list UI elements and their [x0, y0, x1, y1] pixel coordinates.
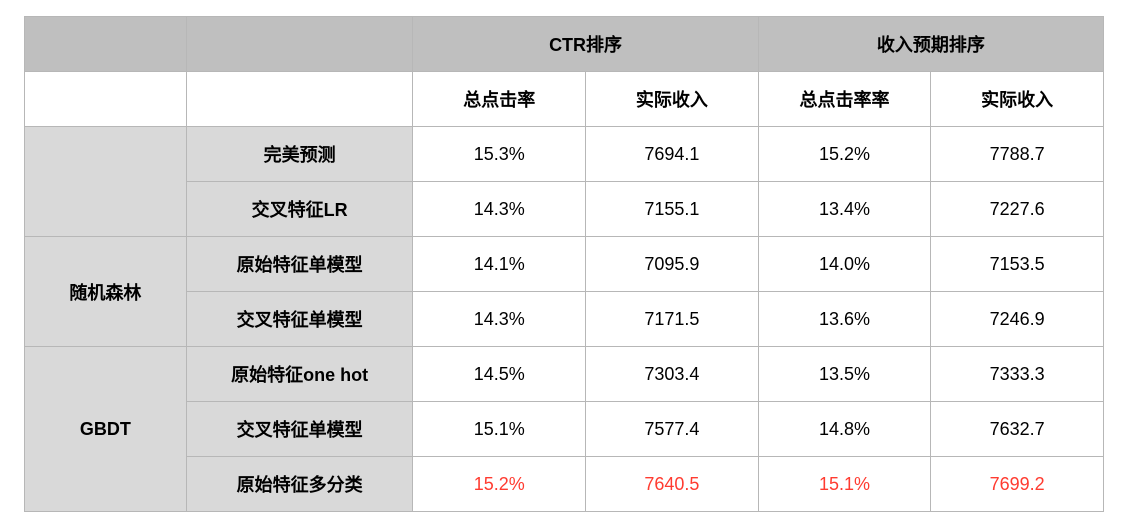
header-row-1: CTR排序 收入预期排序 [25, 17, 1104, 72]
group-gbdt: GBDT [25, 347, 187, 512]
cell-rev-rate: 14.0% [758, 237, 931, 292]
cell-ctr-rate: 15.2% [413, 457, 586, 512]
cell-ctr-income: 7577.4 [586, 402, 759, 457]
table-row: GBDT 原始特征one hot 14.5% 7303.4 13.5% 7333… [25, 347, 1104, 402]
cell-rev-income: 7246.9 [931, 292, 1104, 347]
subheader-blank-2 [186, 72, 413, 127]
cell-rev-rate: 13.6% [758, 292, 931, 347]
table-row: 交叉特征单模型 15.1% 7577.4 14.8% 7632.7 [25, 402, 1104, 457]
header-revenue-sort: 收入预期排序 [758, 17, 1103, 72]
cell-rev-income: 7632.7 [931, 402, 1104, 457]
cell-ctr-rate: 15.3% [413, 127, 586, 182]
cell-rev-income: 7333.3 [931, 347, 1104, 402]
cell-rev-income: 7153.5 [931, 237, 1104, 292]
row-label: 交叉特征单模型 [186, 292, 413, 347]
cell-rev-income: 7227.6 [931, 182, 1104, 237]
row-label: 完美预测 [186, 127, 413, 182]
cell-ctr-rate: 15.1% [413, 402, 586, 457]
cell-ctr-income: 7694.1 [586, 127, 759, 182]
row-label: 原始特征多分类 [186, 457, 413, 512]
subheader-blank-1 [25, 72, 187, 127]
cell-ctr-income: 7095.9 [586, 237, 759, 292]
row-label: 交叉特征单模型 [186, 402, 413, 457]
group-random-forest: 随机森林 [25, 237, 187, 347]
cell-ctr-income: 7155.1 [586, 182, 759, 237]
group-blank [25, 127, 187, 237]
header-ctr-sort: CTR排序 [413, 17, 758, 72]
row-label: 原始特征one hot [186, 347, 413, 402]
table-row: 原始特征多分类 15.2% 7640.5 15.1% 7699.2 [25, 457, 1104, 512]
cell-ctr-income: 7640.5 [586, 457, 759, 512]
cell-rev-rate: 15.1% [758, 457, 931, 512]
cell-rev-rate: 13.4% [758, 182, 931, 237]
cell-ctr-rate: 14.3% [413, 292, 586, 347]
comparison-table: CTR排序 收入预期排序 总点击率 实际收入 总点击率率 实际收入 完美预测 1… [24, 16, 1104, 512]
cell-ctr-income: 7171.5 [586, 292, 759, 347]
table-row: 交叉特征单模型 14.3% 7171.5 13.6% 7246.9 [25, 292, 1104, 347]
cell-ctr-rate: 14.3% [413, 182, 586, 237]
cell-rev-rate: 15.2% [758, 127, 931, 182]
cell-rev-rate: 14.8% [758, 402, 931, 457]
cell-ctr-rate: 14.1% [413, 237, 586, 292]
header-blank-1 [25, 17, 187, 72]
subheader-rev-income: 实际收入 [931, 72, 1104, 127]
subheader-rev-rate: 总点击率率 [758, 72, 931, 127]
row-label: 原始特征单模型 [186, 237, 413, 292]
cell-rev-income: 7699.2 [931, 457, 1104, 512]
cell-rev-rate: 13.5% [758, 347, 931, 402]
cell-rev-income: 7788.7 [931, 127, 1104, 182]
table-row: 随机森林 原始特征单模型 14.1% 7095.9 14.0% 7153.5 [25, 237, 1104, 292]
row-label: 交叉特征LR [186, 182, 413, 237]
subheader-ctr-income: 实际收入 [586, 72, 759, 127]
header-row-2: 总点击率 实际收入 总点击率率 实际收入 [25, 72, 1104, 127]
subheader-ctr-rate: 总点击率 [413, 72, 586, 127]
cell-ctr-income: 7303.4 [586, 347, 759, 402]
table-row: 交叉特征LR 14.3% 7155.1 13.4% 7227.6 [25, 182, 1104, 237]
cell-ctr-rate: 14.5% [413, 347, 586, 402]
table-row: 完美预测 15.3% 7694.1 15.2% 7788.7 [25, 127, 1104, 182]
header-blank-2 [186, 17, 413, 72]
